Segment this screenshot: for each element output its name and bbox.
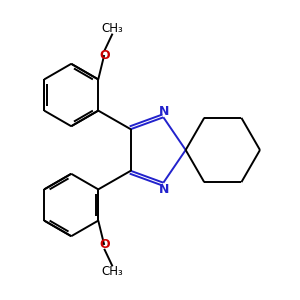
Text: O: O: [99, 49, 110, 62]
Text: CH₃: CH₃: [102, 265, 123, 278]
Text: N: N: [159, 183, 169, 196]
Text: CH₃: CH₃: [102, 22, 123, 35]
Text: N: N: [159, 105, 169, 118]
Text: O: O: [99, 238, 110, 251]
